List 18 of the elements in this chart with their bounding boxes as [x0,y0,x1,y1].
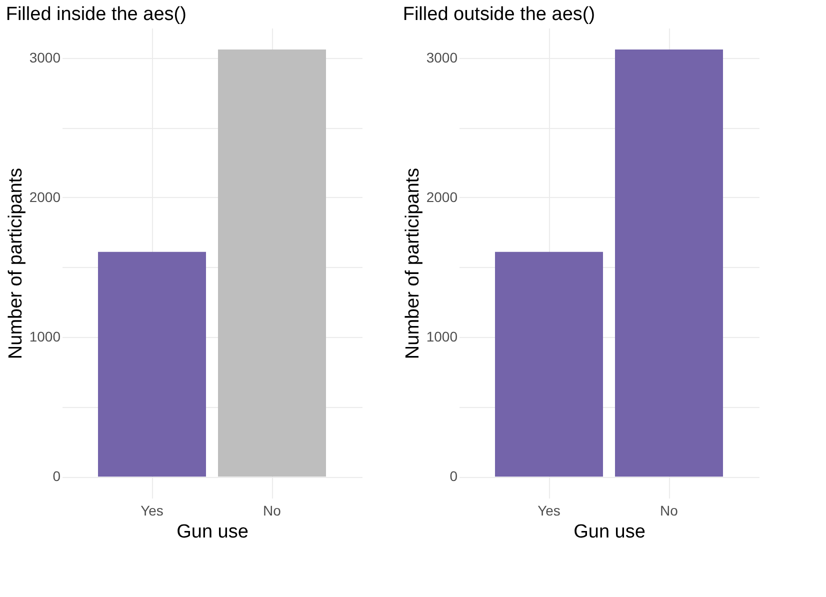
y-tick-label: 2000 [29,188,61,205]
y-tick-label: 0 [52,468,61,484]
x-axis-title: Gun use [574,522,646,542]
y-axis-title: Number of participants [402,168,424,360]
x-axis-title: Gun use [176,522,248,542]
y-tick-label: 3000 [426,49,458,66]
y-tick-label: 1000 [29,328,61,345]
chart-title: Filled outside the aes() [402,4,596,25]
y-tick-label: 2000 [426,188,458,205]
y-tick-label: 1000 [426,328,458,345]
x-tick-label: No [660,502,678,518]
y-tick-label: 3000 [29,49,61,66]
x-tick-label: Yes [538,502,560,518]
y-axis-title: Number of participants [5,168,26,360]
x-tick-label: No [263,502,282,518]
x-tick-label: Yes [140,502,164,518]
chart-title: Filled inside the aes() [6,4,186,25]
y-tick-label: 0 [450,468,458,484]
